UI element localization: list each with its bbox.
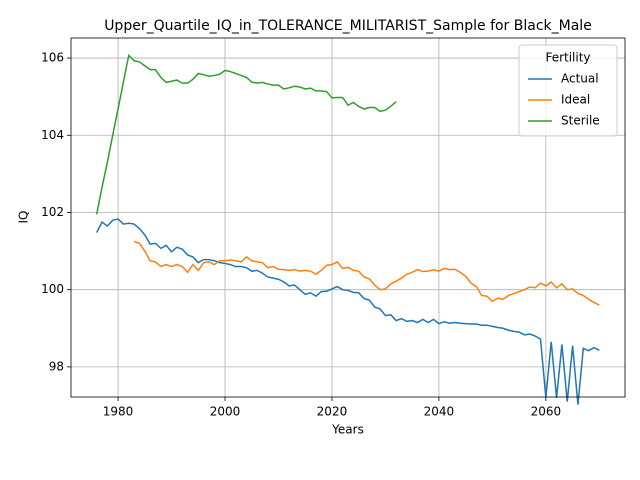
legend-label: Actual <box>561 72 599 86</box>
data-line <box>133 240 600 306</box>
x-tick-label: 1980 <box>103 405 134 419</box>
data-line <box>96 218 600 405</box>
y-tick-label: 98 <box>49 359 64 373</box>
x-tick-label: 2060 <box>531 405 562 419</box>
legend: Fertility Actual Ideal Sterile <box>518 44 618 137</box>
chart-title: Upper_Quartile_IQ_in_TOLERANCE_MILITARIS… <box>104 18 592 34</box>
y-tick-label: 106 <box>41 51 64 65</box>
legend-label: Sterile <box>561 114 600 128</box>
x-axis-label: Years <box>331 423 364 437</box>
data-line <box>95 53 397 215</box>
plot-frame <box>70 37 626 398</box>
y-tick-label: 100 <box>41 282 64 296</box>
x-tick-label: 2000 <box>210 405 241 419</box>
legend-box <box>518 44 618 137</box>
y-tick-label: 104 <box>41 128 64 142</box>
x-tick-label: 2020 <box>317 405 348 419</box>
y-tick-label: 102 <box>41 205 64 219</box>
legend-title: Fertility <box>545 51 590 65</box>
y-axis-label: IQ <box>17 211 31 224</box>
legend-label: Ideal <box>561 93 590 107</box>
x-tick-label: 2040 <box>424 405 455 419</box>
